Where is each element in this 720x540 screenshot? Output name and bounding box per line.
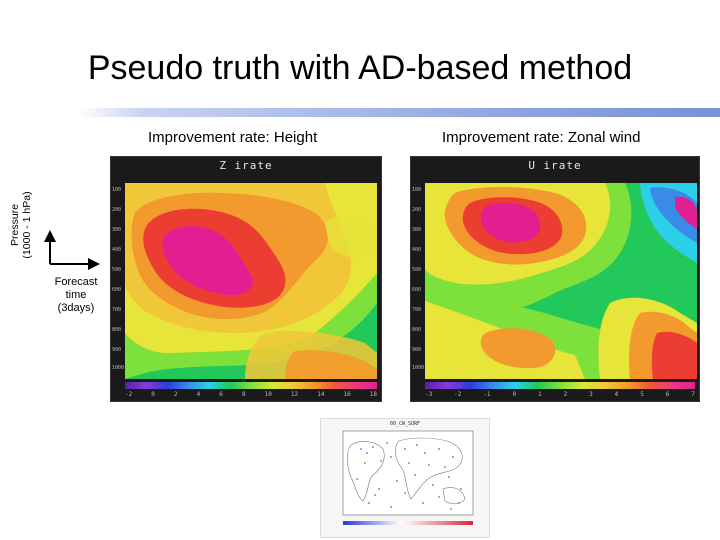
colorbar-label: 7 (691, 391, 695, 398)
colorbar-label: 12 (290, 391, 299, 398)
colorbar-label: 2 (563, 391, 568, 398)
colorbar-label: 4 (196, 391, 201, 398)
left-panel-caption: Improvement rate: Height (148, 129, 318, 146)
title-underline (78, 108, 720, 117)
colorbar-label: -2 (454, 391, 462, 398)
y-tick: 700 (412, 307, 422, 313)
world-map-graphic (342, 430, 474, 525)
y-tick: 300 (112, 227, 122, 233)
y-tick: 200 (112, 207, 122, 213)
y-tick: 900 (112, 347, 122, 353)
y-tick: 100 (412, 187, 422, 193)
colorbar (425, 382, 695, 389)
pressure-axis-label-text: Pressure (1000 - 1 hPa) (9, 191, 33, 259)
height-improvement-plot: Z irate 100 200 300 400 500 600 700 800 … (110, 156, 382, 402)
map-header: 00_CW_SURF (389, 421, 421, 427)
colorbar-label: 6 (665, 391, 670, 398)
height-contour-field (125, 183, 377, 379)
y-tick: 600 (112, 287, 122, 293)
y-tick: 900 (412, 347, 422, 353)
y-tick: 300 (412, 227, 422, 233)
pressure-axis-label: Pressure (1000 - 1 hPa) (9, 170, 33, 280)
colorbar-labels: -2 0 2 4 6 8 10 12 14 16 18 (125, 391, 377, 398)
y-tick: 1000 (412, 365, 425, 371)
forecast-time-label: Forecast time (3days) (46, 276, 106, 315)
colorbar-label: -3 (425, 391, 433, 398)
y-tick: 400 (112, 247, 122, 253)
plot-header: U irate (528, 159, 582, 172)
right-panel-caption: Improvement rate: Zonal wind (442, 129, 641, 146)
colorbar-label: 6 (219, 391, 223, 398)
colorbar-label: 8 (241, 391, 246, 398)
zonal-wind-improvement-plot: U irate 100 200 300 400 500 600 700 800 … (410, 156, 700, 402)
colorbar-label: 1 (538, 391, 542, 398)
forecast-time-label-text: Forecast time (3days) (54, 276, 98, 314)
axes-arrows-icon (44, 230, 100, 270)
colorbar-label: 2 (173, 391, 178, 398)
y-tick: 200 (412, 207, 422, 213)
colorbar-label: -2 (125, 391, 133, 398)
slide-title: Pseudo truth with AD-based method (87, 49, 633, 87)
y-tick: 800 (412, 327, 422, 333)
colorbar-label: 10 (264, 391, 272, 398)
colorbar-label: 3 (589, 391, 593, 398)
colorbar-label: 14 (317, 391, 325, 398)
y-tick: 600 (412, 287, 422, 293)
y-tick: 400 (412, 247, 422, 253)
y-tick: 100 (112, 187, 122, 193)
colorbar-labels: -3 -2 -1 0 1 2 3 4 5 6 7 (425, 391, 695, 398)
colorbar-label: 16 (343, 391, 351, 398)
colorbar-label: 5 (640, 391, 644, 398)
y-tick: 700 (112, 307, 122, 313)
zonal-wind-contour-field (425, 183, 697, 379)
y-tick: 800 (112, 327, 122, 333)
observation-map-inset: 00_CW_SURF (320, 418, 490, 538)
colorbar-label: 4 (614, 391, 619, 398)
colorbar (125, 382, 377, 389)
colorbar-label: 0 (512, 391, 517, 398)
colorbar-label: 0 (151, 391, 155, 398)
y-tick: 500 (112, 267, 122, 273)
plot-header: Z irate (219, 159, 273, 172)
colorbar-label: -1 (483, 391, 491, 398)
y-tick: 1000 (112, 365, 125, 371)
colorbar-label: 18 (369, 391, 377, 398)
y-tick: 500 (412, 267, 422, 273)
